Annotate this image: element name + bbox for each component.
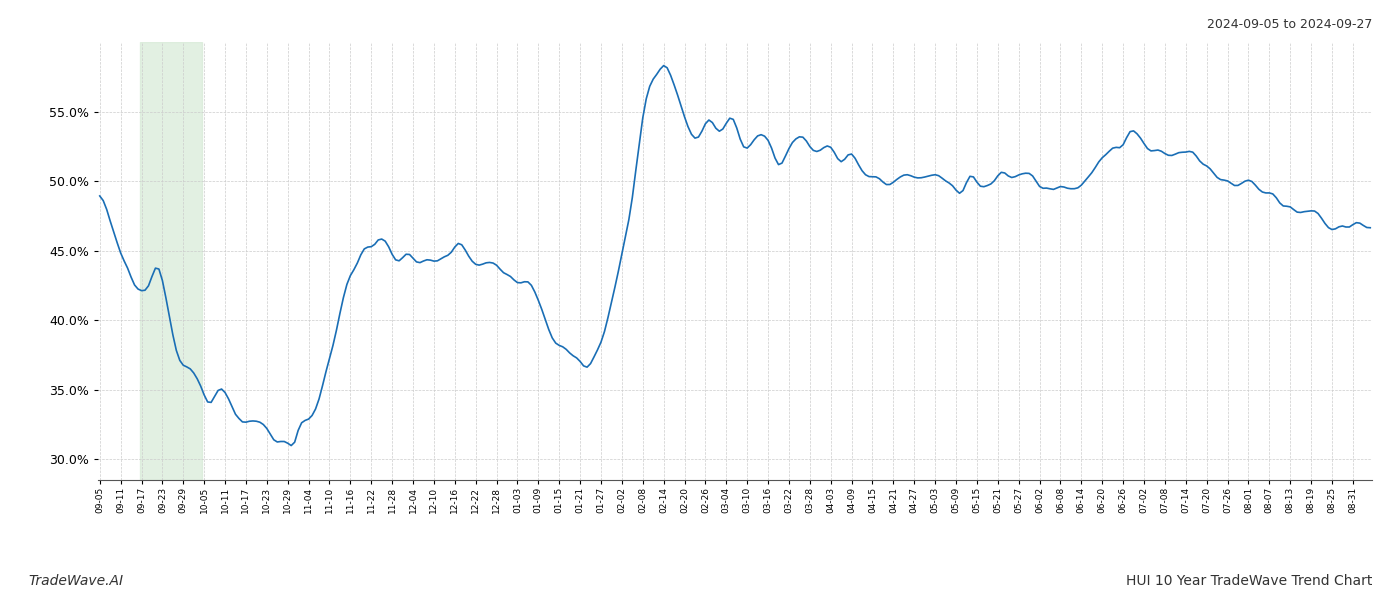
- Text: TradeWave.AI: TradeWave.AI: [28, 574, 123, 588]
- Text: 2024-09-05 to 2024-09-27: 2024-09-05 to 2024-09-27: [1207, 18, 1372, 31]
- Bar: [140, 42, 203, 480]
- Text: HUI 10 Year TradeWave Trend Chart: HUI 10 Year TradeWave Trend Chart: [1126, 574, 1372, 588]
